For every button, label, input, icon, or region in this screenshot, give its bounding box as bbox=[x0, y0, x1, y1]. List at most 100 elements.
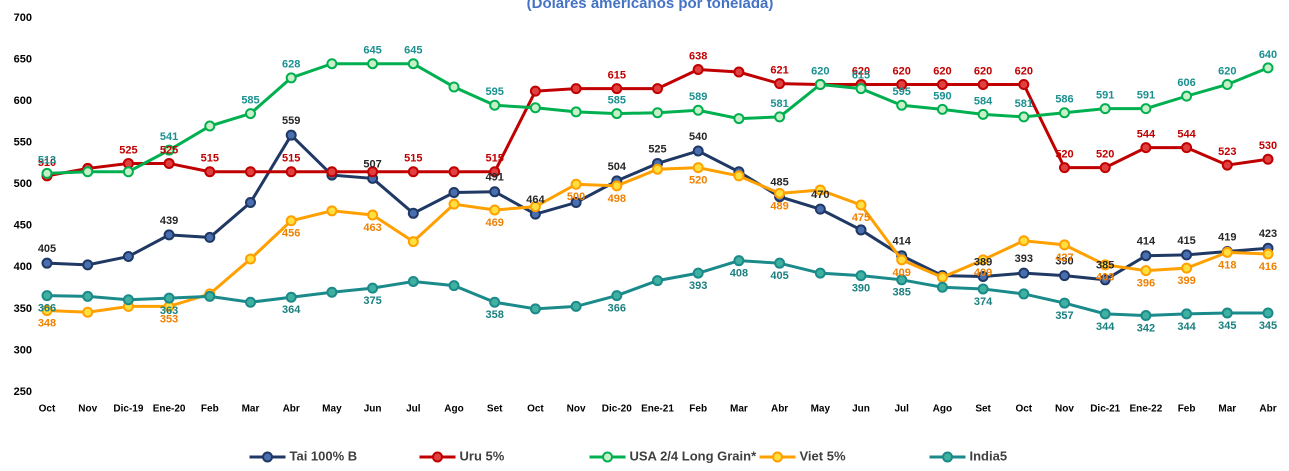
data-label: 525 bbox=[648, 143, 666, 155]
marker bbox=[489, 99, 501, 111]
data-label: 418 bbox=[1218, 259, 1236, 271]
data-label: 584 bbox=[974, 95, 993, 107]
marker bbox=[692, 64, 704, 76]
marker bbox=[733, 170, 745, 182]
x-tick-label: Mar bbox=[730, 404, 748, 415]
y-tick-label: 350 bbox=[14, 303, 32, 315]
data-label: 513 bbox=[38, 154, 56, 166]
marker bbox=[936, 78, 948, 90]
data-label: 510 bbox=[38, 157, 56, 169]
data-label: 415 bbox=[1177, 235, 1195, 247]
marker bbox=[977, 283, 989, 295]
y-tick-label: 450 bbox=[14, 220, 32, 232]
marker bbox=[367, 166, 379, 178]
data-label: 366 bbox=[38, 302, 56, 314]
marker bbox=[1181, 90, 1193, 102]
x-tick-label: Dic-20 bbox=[602, 404, 632, 415]
chart-title: (Dólares americanos por tonelada) bbox=[527, 0, 774, 12]
marker bbox=[407, 166, 419, 178]
marker bbox=[245, 253, 256, 265]
data-label: 520 bbox=[1096, 149, 1114, 161]
data-label: 399 bbox=[1177, 275, 1195, 287]
data-label: 456 bbox=[282, 228, 300, 240]
marker bbox=[1059, 107, 1070, 119]
x-tick-label: Mar bbox=[1218, 404, 1236, 415]
marker bbox=[977, 108, 989, 120]
data-label: 357 bbox=[1055, 310, 1073, 322]
marker bbox=[489, 204, 501, 216]
marker bbox=[1059, 239, 1070, 251]
data-label: 342 bbox=[1137, 322, 1155, 334]
data-label: 470 bbox=[811, 189, 829, 201]
x-tick-label: Jul bbox=[894, 404, 909, 415]
y-tick-label: 650 bbox=[14, 53, 32, 65]
x-tick-label: Abr bbox=[283, 404, 300, 415]
marker bbox=[326, 286, 338, 298]
legend-label: Viet 5% bbox=[800, 448, 846, 463]
marker bbox=[774, 187, 786, 199]
data-label: 595 bbox=[893, 86, 911, 98]
marker bbox=[814, 78, 826, 90]
y-tick-label: 700 bbox=[14, 12, 32, 24]
x-tick-label: Ene-22 bbox=[1130, 404, 1163, 415]
marker bbox=[367, 209, 379, 221]
data-label: 645 bbox=[404, 45, 422, 57]
x-tick-label: Nov bbox=[1055, 404, 1074, 415]
marker bbox=[692, 267, 704, 279]
x-tick-label: Jun bbox=[852, 404, 870, 415]
data-label: 491 bbox=[486, 172, 504, 184]
marker bbox=[1059, 270, 1070, 282]
data-label: 390 bbox=[852, 283, 870, 295]
marker bbox=[570, 83, 582, 95]
marker bbox=[1181, 249, 1193, 261]
data-label: 540 bbox=[689, 131, 707, 143]
marker bbox=[448, 198, 460, 210]
marker bbox=[1221, 78, 1233, 90]
x-tick-label: Feb bbox=[201, 404, 219, 415]
data-label: 405 bbox=[770, 270, 788, 282]
marker bbox=[367, 282, 379, 294]
marker bbox=[1140, 142, 1152, 154]
data-label: 620 bbox=[852, 65, 870, 77]
data-label: 620 bbox=[933, 65, 951, 77]
marker bbox=[1181, 142, 1193, 154]
data-label: 416 bbox=[1259, 261, 1277, 273]
marker bbox=[245, 166, 256, 178]
x-tick-label: Nov bbox=[78, 404, 97, 415]
data-label: 620 bbox=[893, 65, 911, 77]
data-label: 414 bbox=[893, 236, 912, 248]
data-label: 358 bbox=[486, 309, 504, 321]
marker bbox=[1262, 248, 1274, 260]
marker bbox=[611, 290, 623, 302]
x-tick-label: Oct bbox=[1015, 404, 1032, 415]
data-label: 620 bbox=[974, 65, 992, 77]
legend-marker bbox=[772, 451, 783, 463]
x-tick-label: Mar bbox=[242, 404, 260, 415]
marker bbox=[1018, 111, 1030, 123]
marker bbox=[855, 224, 867, 236]
y-tick-label: 550 bbox=[14, 137, 32, 149]
marker bbox=[489, 296, 501, 308]
legend-marker bbox=[602, 451, 613, 463]
marker bbox=[896, 99, 908, 111]
data-label: 520 bbox=[1055, 149, 1073, 161]
series-line bbox=[46, 62, 1269, 175]
marker bbox=[448, 166, 460, 178]
marker bbox=[122, 166, 134, 178]
marker bbox=[163, 229, 175, 241]
data-label: 515 bbox=[404, 153, 422, 165]
x-tick-label: Oct bbox=[39, 404, 56, 415]
marker bbox=[814, 184, 826, 196]
data-label: 620 bbox=[811, 65, 829, 77]
marker bbox=[936, 271, 948, 283]
data-label: 396 bbox=[1137, 278, 1155, 290]
data-label: 364 bbox=[282, 304, 301, 316]
data-label: 393 bbox=[689, 280, 707, 292]
marker bbox=[814, 267, 826, 279]
marker bbox=[1099, 308, 1111, 320]
marker bbox=[82, 306, 94, 318]
data-label: 525 bbox=[160, 144, 178, 156]
data-label: 393 bbox=[1015, 253, 1033, 265]
data-label: 620 bbox=[1015, 65, 1033, 77]
marker bbox=[896, 78, 908, 90]
